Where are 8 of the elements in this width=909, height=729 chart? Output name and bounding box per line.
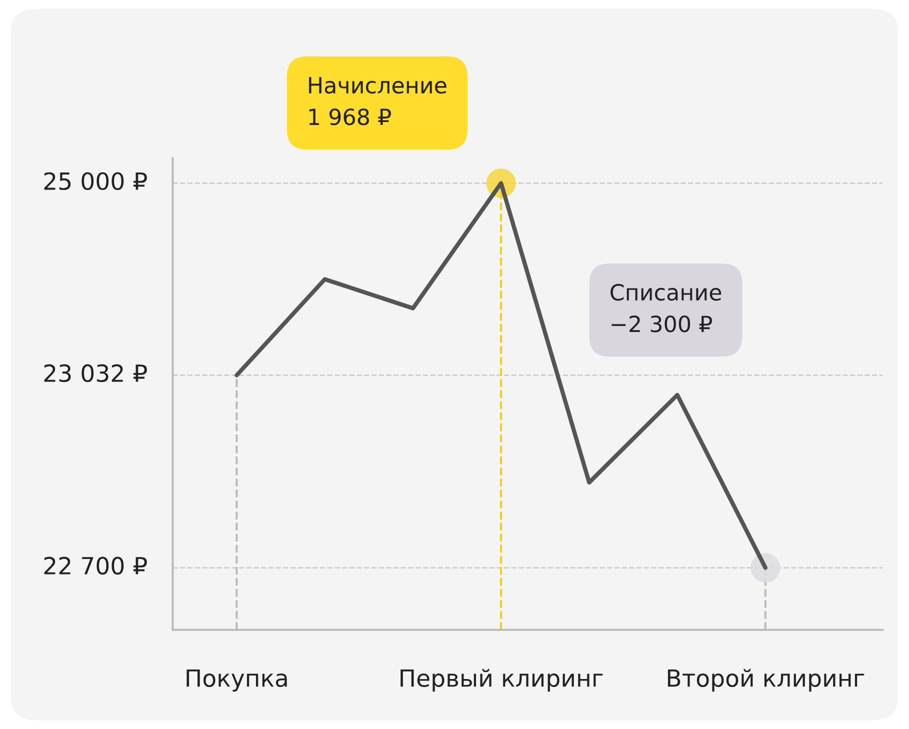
x-tick-label: Второй клиринг: [668, 668, 864, 692]
text: Начисление 1 968 ₽: [309, 77, 446, 126]
ref-line-label: 23 032 ₽: [44, 364, 147, 382]
x-tick-label: Первый клиринг: [400, 668, 603, 692]
x-tick-label: Покупка: [186, 669, 287, 692]
ref-line-label: 22 700 ₽: [44, 556, 147, 575]
annotation: Списание −2 300 ₽: [610, 284, 722, 332]
ref-line-label: 25 000 ₽: [44, 172, 147, 190]
